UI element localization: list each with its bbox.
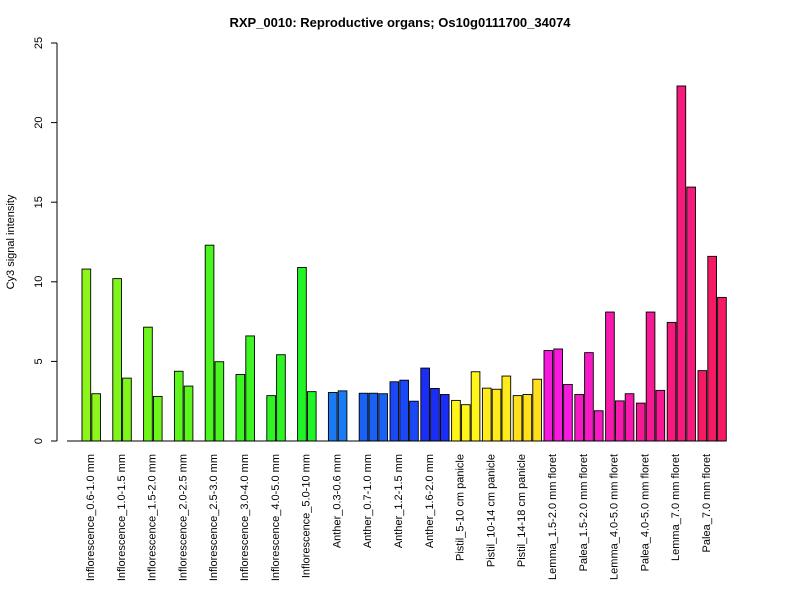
- category-label: Palea_1.5-2.0 mm floret: [578, 454, 590, 571]
- bar: [451, 399, 461, 442]
- category-label: Pistil_14-18 cm panicle: [516, 454, 528, 567]
- bar: [707, 255, 717, 442]
- bar: [512, 395, 523, 442]
- bars: [81, 85, 727, 442]
- category-label: Lemma_1.5-2.0 mm floret: [547, 454, 559, 580]
- bar: [152, 395, 163, 442]
- y-tick-label: 25: [33, 37, 45, 49]
- category-label: Anther_0.7-1.0 mm: [362, 454, 374, 548]
- bar: [409, 400, 419, 442]
- bar: [399, 379, 409, 442]
- category-label: Lemma_7.0 mm floret: [670, 454, 682, 561]
- y-tick-label: 0: [33, 438, 45, 444]
- bar: [697, 370, 708, 442]
- category-label: Lemma_4.0-5.0 mm floret: [609, 454, 621, 580]
- bar: [624, 393, 635, 442]
- bar: [655, 389, 666, 442]
- y-tick-label: 20: [33, 116, 45, 128]
- bar: [183, 385, 194, 442]
- bar: [666, 321, 677, 442]
- category-label: Pistil_5-10 cm panicle: [455, 454, 467, 561]
- bar: [122, 377, 132, 442]
- bar: [501, 375, 512, 442]
- bar: [266, 395, 276, 442]
- bar: [81, 268, 92, 442]
- category-label: Pistil_10-14 cm panicle: [485, 454, 497, 567]
- category-label: Palea_4.0-5.0 mm floret: [639, 454, 651, 571]
- bar: [214, 361, 225, 442]
- bar: [112, 278, 122, 442]
- chart-title: RXP_0010: Reproductive organs; Os10g0111…: [229, 15, 571, 30]
- bar: [327, 391, 338, 442]
- bar: [245, 335, 255, 442]
- bar: [297, 267, 307, 442]
- bar: [593, 410, 604, 442]
- bar: [470, 371, 481, 442]
- bar: [481, 387, 492, 442]
- bar: [430, 388, 440, 442]
- category-label: Inflorescence_2.0-2.5 mm: [177, 454, 189, 581]
- bar: [235, 374, 246, 442]
- bar: [686, 186, 696, 442]
- bar: [574, 394, 584, 442]
- bar: [717, 296, 727, 442]
- category-labels: Inflorescence_0.6-1.0 mm Inflorescence_1.…: [85, 454, 713, 581]
- category-label: Palea_7.0 mm floret: [701, 454, 713, 552]
- category-label: Anther_0.3-0.6 mm: [331, 454, 343, 548]
- bar: [143, 326, 153, 442]
- bar: [420, 367, 430, 442]
- y-axis-label: Cy3 signal intensity: [5, 194, 17, 289]
- y-tick-label: 10: [33, 276, 45, 288]
- category-label: Inflorescence_1.0-1.5 mm: [116, 454, 128, 581]
- bar: [614, 400, 625, 442]
- category-label: Inflorescence_4.0-5.0 mm: [270, 454, 282, 581]
- bar: [91, 393, 101, 442]
- y-tick-label: 15: [33, 196, 45, 208]
- category-label: Anther_1.2-1.5 mm: [393, 454, 405, 548]
- category-label: Inflorescence_1.5-2.0 mm: [147, 454, 159, 581]
- bar: [605, 311, 615, 442]
- bar: [337, 390, 348, 442]
- bar: [389, 381, 400, 442]
- category-label: Inflorescence_3.0-4.0 mm: [239, 454, 251, 581]
- bar: [635, 402, 646, 442]
- bar: [358, 392, 369, 442]
- category-label: Inflorescence_2.5-3.0 mm: [208, 454, 220, 581]
- bar: [563, 384, 573, 442]
- bar: [491, 388, 502, 442]
- bar: [543, 350, 554, 442]
- bar: [368, 392, 379, 442]
- bar: [584, 352, 594, 442]
- bar: [532, 378, 542, 442]
- bar: [553, 348, 563, 442]
- bar: [306, 391, 317, 442]
- bar: [378, 393, 388, 442]
- bar: [645, 311, 656, 442]
- category-label: Anther_1.6-2.0 mm: [424, 454, 436, 548]
- category-label: Inflorescence_5.0-10 mm: [301, 454, 313, 578]
- category-label: Inflorescence_0.6-1.0 mm: [85, 454, 97, 581]
- bar: [676, 85, 687, 442]
- bar: [460, 404, 471, 442]
- bar: [204, 244, 215, 442]
- bar: [173, 370, 184, 442]
- bar: [276, 354, 286, 442]
- y-tick-label: 5: [33, 358, 45, 364]
- y-axis: 0 5 10 15 20 25: [33, 37, 58, 444]
- bar: [522, 394, 533, 442]
- bar: [439, 394, 450, 442]
